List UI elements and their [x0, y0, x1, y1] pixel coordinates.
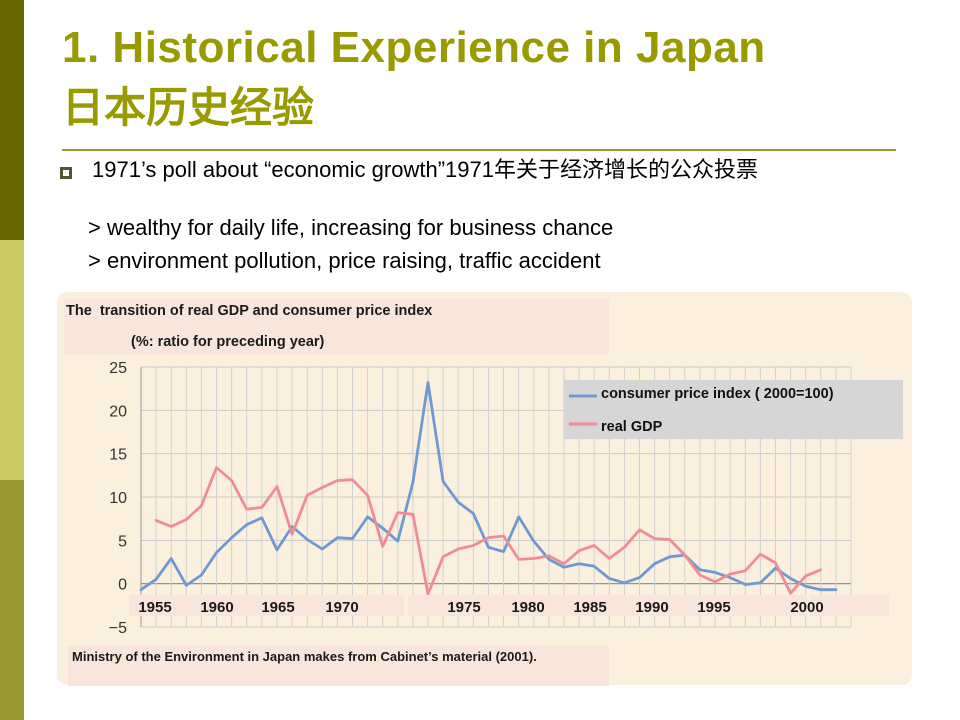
- side-bar-dark: [0, 0, 24, 240]
- x-label-strip: [810, 595, 889, 616]
- chart-panel: [57, 292, 912, 685]
- square-bullet-icon: [60, 167, 72, 179]
- y-tick-label: 0: [118, 577, 127, 594]
- series-line-0: [139, 381, 838, 592]
- y-tick-label: 10: [109, 490, 127, 507]
- x-tick-label: 1980: [511, 599, 544, 616]
- y-tick-label: 25: [109, 360, 127, 377]
- sub-point-costs: > environment pollution, price raising, …: [88, 248, 601, 273]
- slide-title-chinese: 日本历史经验: [62, 83, 315, 132]
- y-tick-label: −5: [109, 620, 127, 637]
- x-tick-label: 1975: [447, 599, 480, 616]
- x-tick-label: 2000: [790, 599, 823, 616]
- chart-axes: −5 0 5 10 15 20 25: [109, 360, 142, 637]
- bullet-poll-text: 1971’s poll about “economic growth”1971年…: [92, 157, 758, 182]
- x-label-strip: [129, 595, 404, 616]
- source-box: [68, 646, 609, 686]
- x-tick-label: 1990: [635, 599, 668, 616]
- y-tick-label: 20: [109, 403, 127, 420]
- x-tick-label: 1985: [573, 599, 606, 616]
- side-bar-mid: [0, 240, 24, 480]
- x-tick-label: 1960: [200, 599, 233, 616]
- title-divider: [62, 149, 896, 151]
- legend: [564, 380, 903, 439]
- x-tick-label: 1995: [697, 599, 730, 616]
- series-line-1: [154, 466, 823, 596]
- chart-title-box: [64, 299, 609, 355]
- x-tick-label: 1955: [138, 599, 171, 616]
- sub-point-benefits: > wealthy for daily life, increasing for…: [88, 215, 614, 240]
- y-tick-label: 15: [109, 447, 127, 464]
- chart-title: The transition of real GDP and consumer …: [66, 303, 433, 319]
- chart-series: [139, 381, 838, 596]
- chart-subtitle: (%: ratio for preceding year): [131, 334, 325, 350]
- x-tick-labels: 1955 1960 1965 1970 1975 1980 1985 1990 1995 2000: [129, 595, 889, 616]
- legend-label-cpi: consumer price index ( 2000=100): [601, 386, 834, 402]
- y-tick-label: 5: [118, 533, 127, 550]
- x-tick-label: 1970: [325, 599, 358, 616]
- x-label-strip: [408, 595, 806, 616]
- legend-label-gdp: real GDP: [601, 419, 663, 435]
- x-tick-label: 1965: [261, 599, 294, 616]
- chart-source-note: Ministry of the Environment in Japan mak…: [72, 649, 537, 664]
- side-bar-light: [0, 480, 24, 720]
- slide-title: 1. Historical Experience in Japan: [62, 23, 766, 72]
